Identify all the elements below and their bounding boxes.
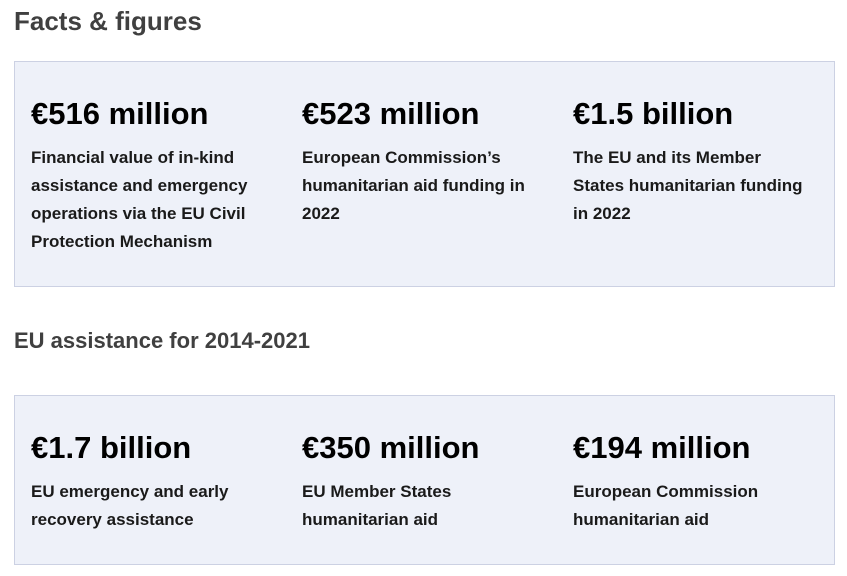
stat-value: €194 million — [573, 430, 751, 465]
stat-value: €1.7 billion — [31, 430, 192, 465]
stat-description: The EU and its Member States humanitaria… — [573, 148, 803, 223]
stat-card: €1.7 billion EU emergency and early reco… — [31, 430, 271, 534]
stat-value: €1.5 billion — [573, 96, 734, 131]
stat-description: European Commission humanitarian aid — [573, 482, 759, 529]
stat-value: €516 million — [31, 96, 209, 131]
stat-description: Financial value of in-kind assistance an… — [31, 148, 248, 251]
facts-figures-panel: €516 million Financial value of in-kind … — [14, 61, 835, 287]
eu-assistance-heading: EU assistance for 2014-2021 — [14, 328, 310, 353]
stat-card: €350 million EU Member States humanitari… — [302, 430, 542, 534]
stat-card: €194 million European Commission humanit… — [573, 430, 813, 534]
stat-card: €516 million Financial value of in-kind … — [31, 96, 271, 256]
stat-value: €523 million — [302, 96, 480, 131]
stat-value: €350 million — [302, 430, 480, 465]
stat-card: €523 million European Commission’s human… — [302, 96, 542, 228]
eu-assistance-panel: €1.7 billion EU emergency and early reco… — [14, 395, 835, 565]
stat-description: European Commission’s humanitarian aid f… — [302, 148, 525, 223]
stat-description: EU Member States humanitarian aid — [302, 482, 452, 529]
facts-figures-heading: Facts & figures — [14, 6, 202, 36]
stat-card: €1.5 billion The EU and its Member State… — [573, 96, 813, 228]
stat-description: EU emergency and early recovery assistan… — [31, 482, 229, 529]
